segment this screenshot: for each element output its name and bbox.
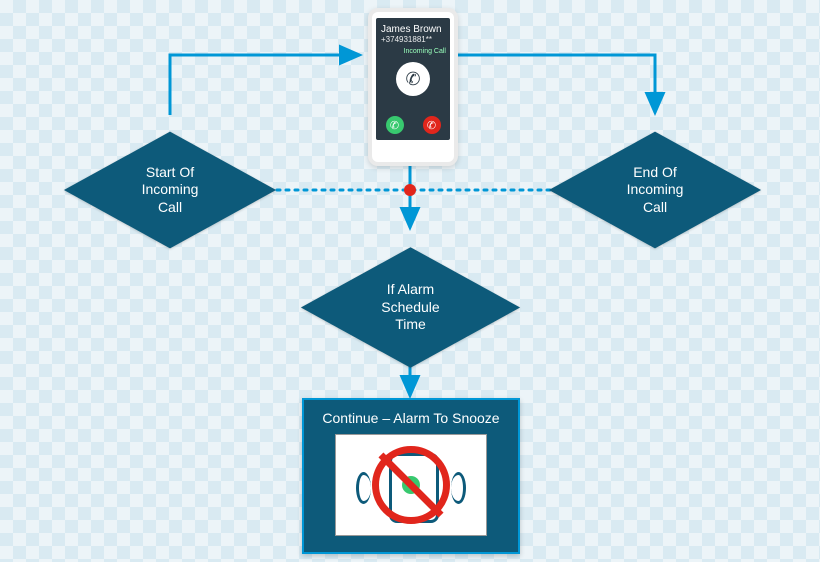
node-end-label: End OfIncomingCall xyxy=(615,164,696,217)
decline-call-icon: ✆ xyxy=(423,116,441,134)
caller-name: James Brown xyxy=(381,24,445,35)
node-if-alarm-schedule: If AlarmScheduleTime xyxy=(333,230,488,385)
node-start-incoming-call: Start OfIncomingCall xyxy=(95,115,245,265)
node-alarm-label: If AlarmScheduleTime xyxy=(369,281,451,334)
node-start-label: Start OfIncomingCall xyxy=(130,164,211,217)
snooze-title: Continue – Alarm To Snooze xyxy=(304,410,518,426)
accept-call-icon: ✆ xyxy=(386,116,404,134)
node-continue-snooze: Continue – Alarm To Snooze xyxy=(302,398,520,554)
prohibit-icon xyxy=(372,446,450,524)
no-alarm-illustration xyxy=(335,434,487,536)
phone-ring-icon: ✆ xyxy=(396,62,430,96)
phone-mockup: James Brown +374931881** Incoming Call ✆… xyxy=(368,8,458,166)
caller-number: +374931881** xyxy=(381,35,445,44)
phone-screen: James Brown +374931881** Incoming Call ✆… xyxy=(376,18,450,140)
junction-dot xyxy=(404,184,416,196)
call-status: Incoming Call xyxy=(404,48,446,55)
node-end-incoming-call: End OfIncomingCall xyxy=(580,115,730,265)
